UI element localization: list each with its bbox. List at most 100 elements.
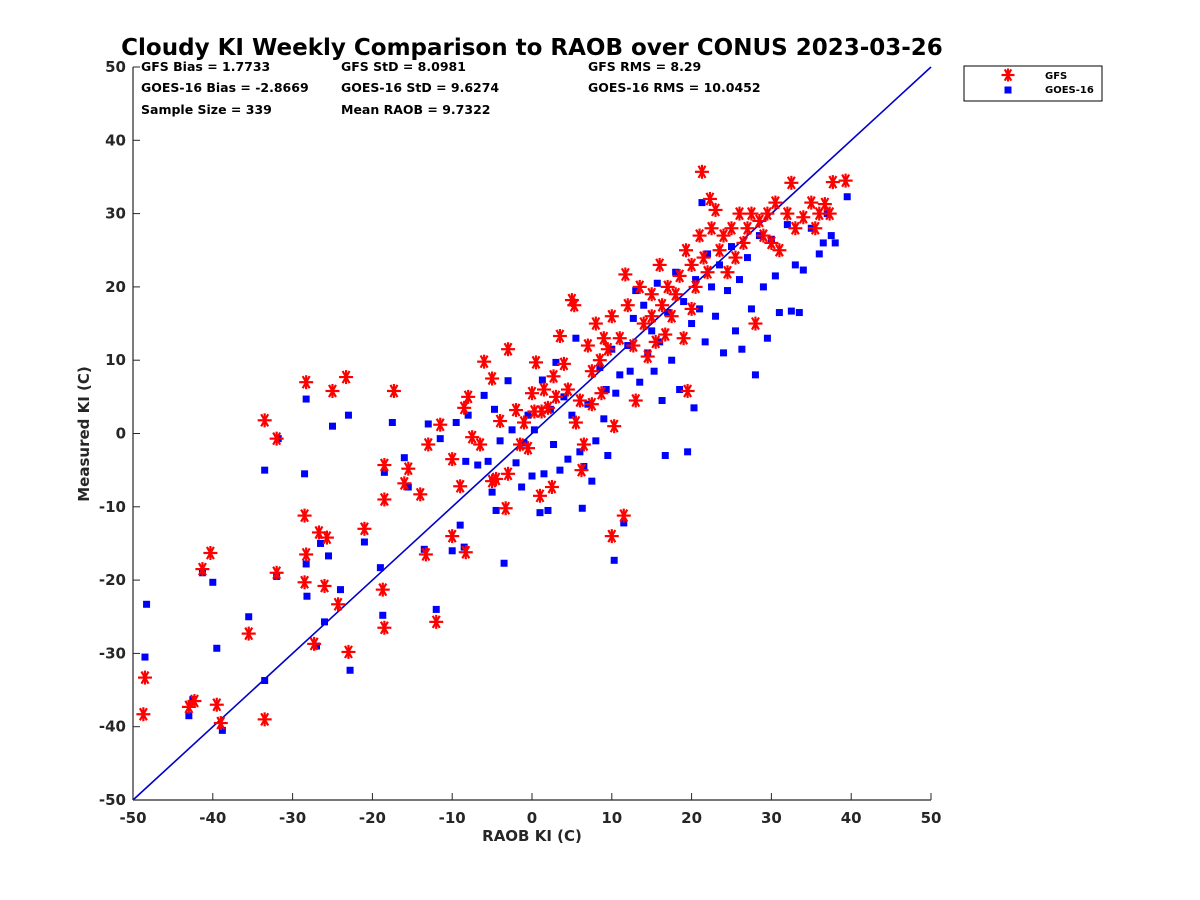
gfs-point xyxy=(339,370,354,385)
gfs-point xyxy=(203,545,218,560)
goes16-point xyxy=(588,477,596,485)
x-tick-label: 20 xyxy=(681,809,702,827)
gfs-point xyxy=(600,342,615,357)
goes16-point xyxy=(336,586,344,594)
stat-mean-raob: Mean RAOB = 9.7322 xyxy=(341,102,490,117)
gfs-point xyxy=(822,206,837,221)
goes16-point xyxy=(379,611,387,619)
gfs-point xyxy=(594,386,609,401)
goes16-point xyxy=(504,377,512,385)
goes16-point xyxy=(462,457,470,465)
gfs-point xyxy=(744,206,759,221)
goes16-point xyxy=(317,539,325,547)
gfs-point xyxy=(556,356,571,371)
gfs-point xyxy=(612,331,627,346)
goes16-point xyxy=(576,448,584,456)
gfs-point xyxy=(377,458,392,473)
goes16-point xyxy=(658,397,666,405)
goes16-point xyxy=(672,268,680,276)
legend-gfs-asterisk xyxy=(1001,68,1015,82)
y-tick-label: -40 xyxy=(99,718,126,736)
gfs-point xyxy=(465,430,480,445)
legend-gfs-label: GFS xyxy=(1045,71,1067,82)
gfs-point xyxy=(808,221,823,236)
goes16-point xyxy=(815,250,823,258)
goes16-point xyxy=(360,538,368,546)
gfs-point xyxy=(525,386,539,401)
gfs-point xyxy=(540,400,555,415)
gfs-point xyxy=(546,369,561,384)
goes16-point xyxy=(690,404,698,412)
goes16-point xyxy=(827,232,835,240)
gfs-point xyxy=(269,565,284,580)
gfs-point xyxy=(429,614,444,629)
gfs-point xyxy=(708,202,723,217)
goes16-point xyxy=(799,266,807,274)
gfs-point xyxy=(341,644,356,659)
x-tick-label: -40 xyxy=(199,809,226,827)
gfs-point xyxy=(632,279,647,294)
gfs-point xyxy=(652,257,667,272)
legend-gfs-marker xyxy=(1001,68,1015,82)
gfs-point xyxy=(796,210,811,225)
goes16-point xyxy=(564,455,572,463)
gfs-point xyxy=(736,235,751,250)
goes16-point xyxy=(213,644,221,652)
gfs-point xyxy=(418,547,433,562)
goes16-point xyxy=(480,391,488,399)
goes16-point xyxy=(620,519,628,527)
goes16-point xyxy=(696,305,704,313)
gfs-point xyxy=(644,309,659,324)
gfs-point xyxy=(788,221,803,236)
gfs-point xyxy=(728,250,743,265)
gfs-point xyxy=(560,382,575,397)
goes16-point xyxy=(325,552,333,560)
x-tick-label: 50 xyxy=(921,809,942,827)
goes16-point xyxy=(653,279,661,287)
gfs-point xyxy=(319,530,334,545)
legend-goes-marker xyxy=(1004,86,1012,94)
x-tick-label: -20 xyxy=(359,809,386,827)
gfs-point xyxy=(620,298,635,313)
gfs-point xyxy=(688,279,703,294)
goes16-point xyxy=(484,457,492,465)
gfs-point xyxy=(544,480,559,495)
gfs-point xyxy=(768,195,783,210)
gfs-point xyxy=(568,415,583,430)
gfs-point xyxy=(269,431,284,446)
stat-goes-rms: GOES-16 RMS = 10.0452 xyxy=(588,80,761,95)
gfs-point xyxy=(592,353,607,368)
gfs-point xyxy=(607,419,622,434)
goes16-point xyxy=(604,451,612,459)
gfs-point xyxy=(636,316,651,331)
gfs-point xyxy=(704,221,719,236)
goes16-point xyxy=(698,199,706,207)
goes16-point xyxy=(568,411,576,419)
gfs-point xyxy=(477,354,492,369)
gfs-point xyxy=(461,389,476,404)
goes16-point xyxy=(612,389,620,397)
goes16-point xyxy=(735,276,743,284)
goes16-point xyxy=(261,466,269,474)
goes16-point xyxy=(791,261,799,269)
legend: GFS GOES-16 xyxy=(963,65,1103,102)
gfs-point xyxy=(257,413,272,428)
gfs-point xyxy=(626,338,641,353)
gfs-point xyxy=(694,164,709,179)
gfs-point xyxy=(357,521,372,536)
x-tick-label: -10 xyxy=(439,809,466,827)
gfs-point xyxy=(299,375,314,390)
goes16-point xyxy=(661,451,669,459)
goes16-point xyxy=(572,334,580,342)
goes16-point xyxy=(544,506,552,514)
gfs-point xyxy=(672,268,687,283)
gfs-point xyxy=(421,437,436,452)
stats-block: GFS Bias = 1.7733 GFS StD = 8.0981 GFS R… xyxy=(141,59,761,117)
gfs-point xyxy=(825,175,840,190)
goes16-point xyxy=(424,420,432,428)
gfs-point xyxy=(195,562,210,577)
gfs-point xyxy=(684,257,699,272)
goes16-point xyxy=(536,509,544,517)
goes16-point xyxy=(245,613,253,621)
y-tick-label: 0 xyxy=(116,425,126,443)
